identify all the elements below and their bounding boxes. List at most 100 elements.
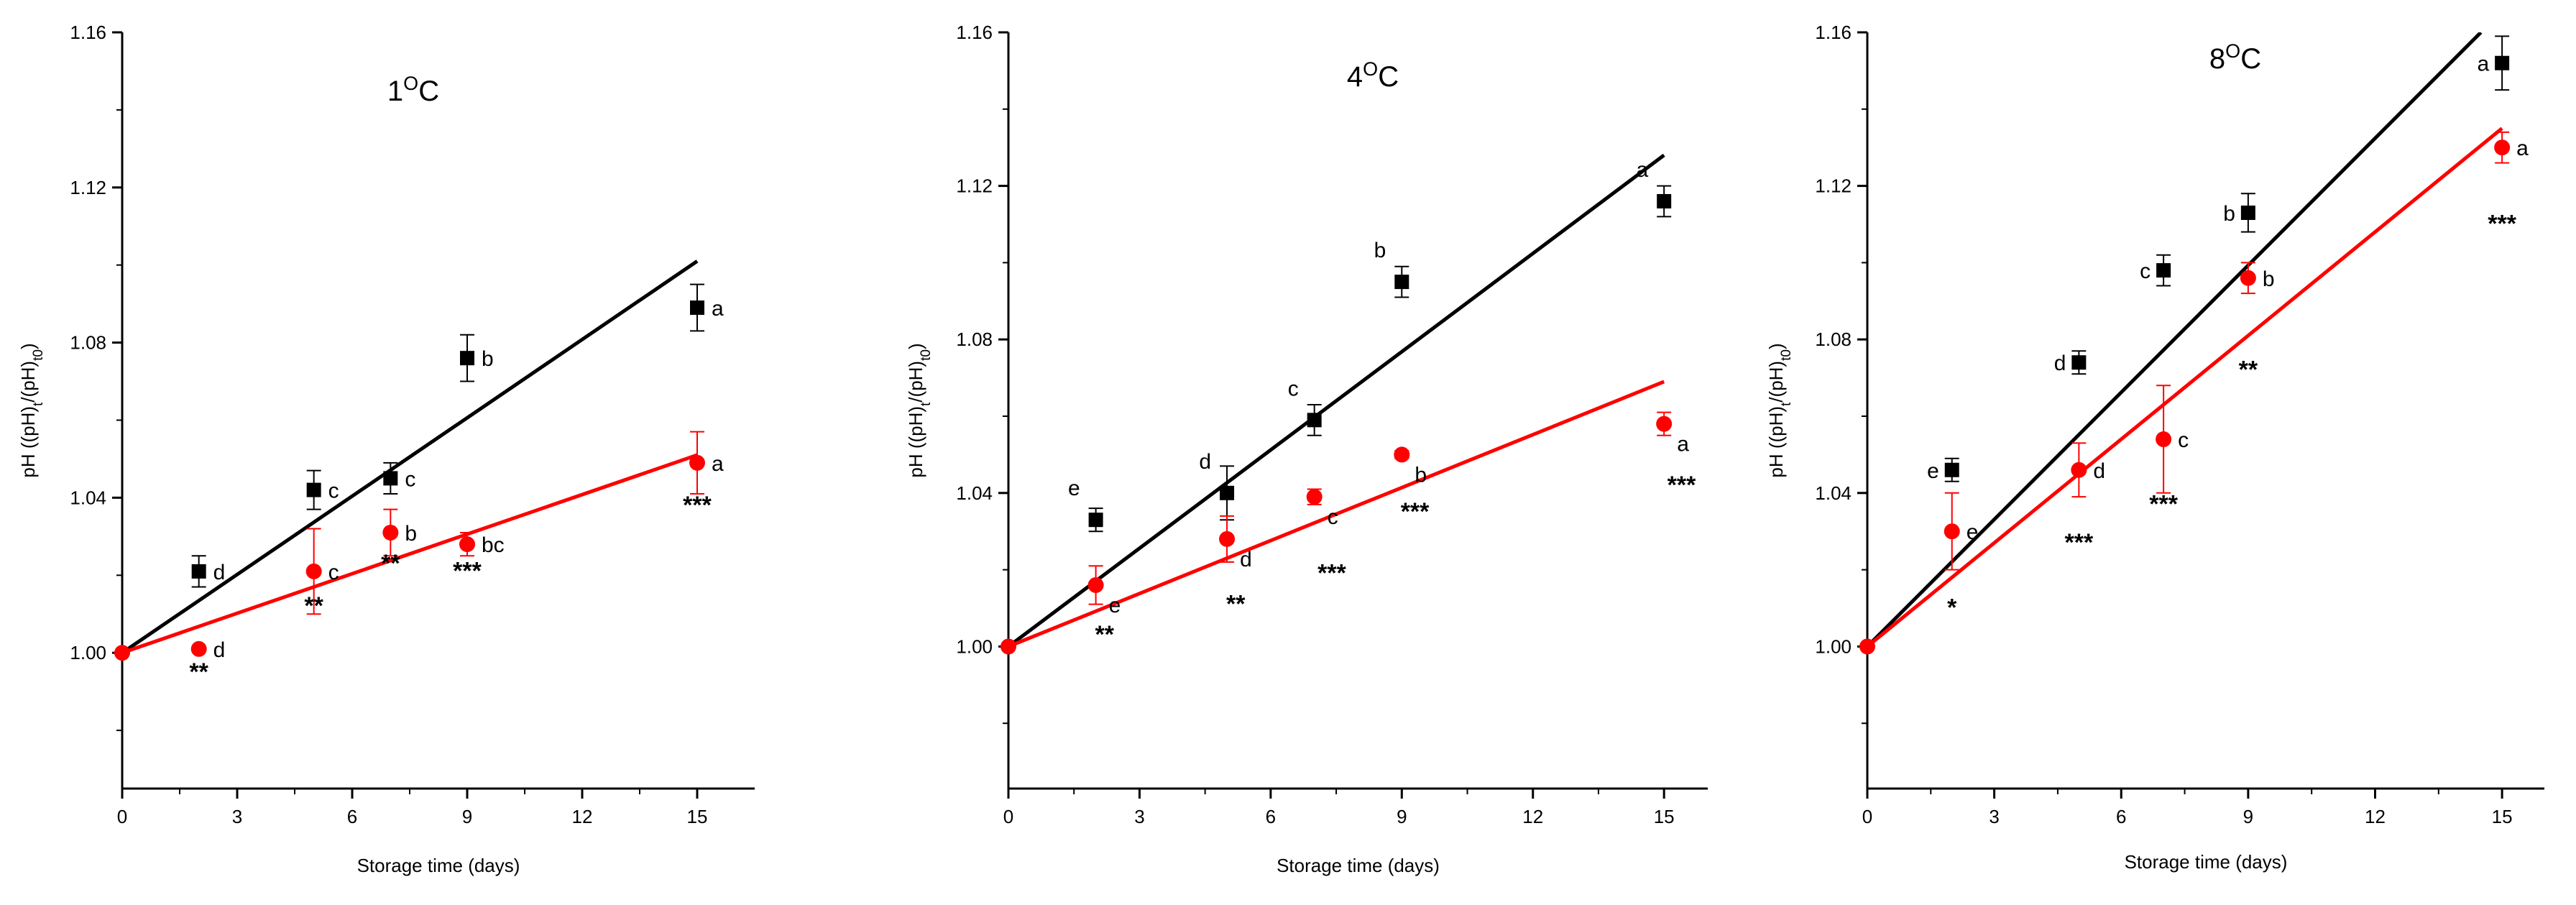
- significance-marker: ***: [1668, 472, 1696, 499]
- chart-panel-2: 0 3 6 9 12 15 1.00 1.04 1.08 1.12 1.16 Storage time…: [905, 22, 1708, 876]
- panel-title: 8OC: [2209, 40, 2261, 75]
- y-tick-label: 1.16: [956, 22, 993, 43]
- data-point-circle: [190, 640, 207, 657]
- x-axis-title: Storage time (days): [1276, 855, 1440, 876]
- data-point-square: [460, 351, 474, 366]
- significance-marker: ***: [2149, 491, 2178, 518]
- significance-marker: ***: [1401, 498, 1430, 525]
- point-letter-label: d: [1240, 548, 1252, 571]
- y-axis-title-part: /(pH): [905, 361, 926, 403]
- data-point-circle: [1944, 523, 1960, 540]
- y-axis-title-part: pH ((pH): [905, 406, 926, 478]
- point-letter-label: a: [1677, 433, 1689, 456]
- series-black: e d c b a: [1008, 153, 1672, 648]
- y-tick-label: 1.16: [1815, 22, 1852, 43]
- x-tick-label: 15: [1654, 806, 1675, 827]
- fit-line-black: [1867, 32, 2483, 648]
- y-axis-title-part: t0: [1779, 349, 1794, 361]
- data-point-circle: [382, 524, 399, 541]
- significance-marker: **: [1095, 621, 1115, 648]
- y-tick-label: 1.04: [70, 487, 106, 508]
- y-axis-title-part: t: [31, 402, 46, 406]
- significance-marker: *: [1947, 594, 1957, 622]
- point-letter-label: a: [2516, 137, 2529, 160]
- data-point-square: [690, 300, 704, 316]
- x-tick-label: 3: [1134, 806, 1144, 827]
- x-axis-title: Storage time (days): [357, 855, 520, 876]
- chart-panel-3: 0 3 6 9 12 15 1.00 1.04 1.08 1.12 1.16 Storage time…: [1765, 22, 2544, 873]
- significance-marker: ***: [453, 558, 482, 585]
- series-black: d c c b a: [122, 259, 724, 655]
- x-tick-label: 3: [1989, 806, 1999, 827]
- significance-marker: **: [381, 550, 400, 577]
- fit-line-red: [1008, 380, 1665, 648]
- data-point-square: [1307, 413, 1322, 428]
- point-letter-label: b: [482, 347, 494, 371]
- y-tick-label: 1.00: [956, 635, 993, 657]
- x-tick-label: 0: [1862, 806, 1872, 827]
- data-point-circle: [1306, 489, 1322, 505]
- x-tick-label: 12: [572, 806, 593, 827]
- x-tick-label: 3: [232, 806, 242, 827]
- y-tick-label: 1.00: [70, 642, 106, 663]
- y-axis-title-part: t0: [31, 349, 46, 361]
- y-tick-label: 1.08: [956, 329, 993, 350]
- data-point-circle: [459, 536, 475, 553]
- panel-title-degree: O: [403, 73, 418, 94]
- y-axis-title: pH ((pH)t/(pH)t0): [905, 343, 934, 477]
- significance-marker: **: [2239, 357, 2258, 384]
- data-point-square: [2240, 205, 2255, 220]
- fit-line-red: [1867, 127, 2503, 648]
- point-letter-label: d: [2054, 352, 2066, 375]
- data-point-circle: [1859, 638, 1875, 655]
- x-tick-label: 9: [2243, 806, 2253, 827]
- point-letter-label: d: [213, 638, 226, 662]
- point-letter-label: c: [2140, 259, 2150, 283]
- y-tick-label: 1.00: [1815, 635, 1852, 657]
- data-point-square: [1394, 275, 1409, 290]
- point-letter-label: a: [712, 452, 724, 476]
- point-letter-label: a: [712, 297, 724, 321]
- panel-title-unit: C: [418, 75, 439, 107]
- point-letter-label: e: [1068, 477, 1080, 500]
- y-axis-title: pH ((pH)t/(pH)t0): [1765, 343, 1794, 477]
- data-point-circle: [1219, 530, 1236, 547]
- point-letter-label: e: [1966, 520, 1979, 544]
- point-letter-label: c: [328, 561, 339, 584]
- data-point-square: [1944, 462, 1959, 477]
- data-point-circle: [2156, 431, 2172, 448]
- y-axis-title-part: /(pH): [1765, 361, 1787, 403]
- x-tick-label: 0: [117, 806, 127, 827]
- point-letter-label: d: [213, 561, 226, 584]
- panel-title-value: 4: [1347, 61, 1363, 93]
- x-tick-label: 6: [347, 806, 357, 827]
- y-axis-title-part: ): [1765, 343, 1787, 349]
- panel-title-degree: O: [2225, 40, 2240, 62]
- significance-marker: **: [1226, 590, 1246, 617]
- point-letter-label: d: [2093, 459, 2105, 483]
- y-axis-title-part: ): [17, 343, 39, 349]
- fit-line-black: [1008, 153, 1665, 648]
- significance-marker: **: [304, 592, 323, 620]
- y-axis-title-part: t0: [919, 349, 934, 361]
- x-tick-label: 12: [1522, 806, 1543, 827]
- panel-title-unit: C: [1378, 61, 1399, 93]
- point-letter-label: c: [1288, 377, 1299, 400]
- panel-title: 4OC: [1347, 58, 1399, 93]
- panel-title-degree: O: [1363, 58, 1378, 80]
- data-point-circle: [689, 454, 705, 471]
- series-black: e d c b a: [1867, 32, 2510, 648]
- point-letter-label: b: [1374, 239, 1386, 262]
- x-tick-label: 6: [1266, 806, 1276, 827]
- data-point-circle: [1087, 576, 1104, 593]
- x-tick-label: 6: [2116, 806, 2126, 827]
- data-point-square: [2156, 263, 2171, 278]
- data-point-circle: [305, 563, 322, 579]
- y-axis-title-part: ): [905, 343, 926, 349]
- y-axis-title-part: t: [1779, 402, 1794, 406]
- series-red: d c b bc a: [114, 431, 724, 662]
- data-point-circle: [114, 645, 130, 661]
- panel-title: 1OC: [387, 73, 439, 107]
- point-letter-label: b: [405, 522, 417, 546]
